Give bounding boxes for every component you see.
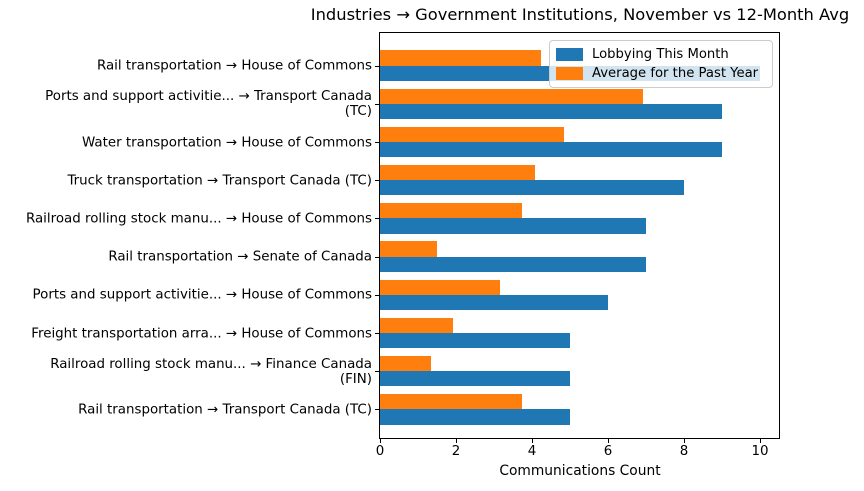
y-tick-label: Railroad rolling stock manu... → House o… [25,211,372,227]
y-tick-mark [375,256,379,258]
bars-area [380,33,779,438]
bar-lobbying-this-month [380,409,570,425]
y-tick-mark [375,65,379,67]
legend-entry-past-year: Average for the Past Year [556,64,766,83]
bar-average-past-year [380,88,643,104]
bar-lobbying-this-month [380,333,570,349]
bar-lobbying-this-month [380,218,646,234]
x-tick-label: 8 [679,444,689,459]
bar-average-past-year [380,279,501,295]
x-tick-mark [455,439,457,443]
bar-lobbying-this-month [380,371,570,387]
y-tick-label: Ports and support activitie... → Transpo… [45,89,372,120]
y-tick-label: Truck transportation → Transport Canada … [67,173,372,189]
y-tick-mark [375,333,379,334]
y-tick-label: Rail transportation → House of Commons [96,58,372,74]
bar-lobbying-this-month [380,256,646,272]
x-tick-label: 6 [603,444,613,459]
x-axis-label: Communications Count [499,463,661,479]
x-tick-mark [531,439,533,443]
x-tick-label: 2 [451,444,461,459]
legend-swatch-this-month-icon [556,48,583,61]
legend-entry-this-month: Lobbying This Month [556,45,766,64]
bar-lobbying-this-month [380,103,722,120]
bar-lobbying-this-month [380,180,684,196]
y-tick-label: Water transportation → House of Commons [82,135,372,150]
legend-swatch-past-year-icon [556,67,583,80]
y-tick-label: Rail transportation → Transport Canada (… [78,402,372,418]
bar-average-past-year [380,50,542,66]
y-tick-mark [375,180,379,182]
bar-average-past-year [380,317,453,333]
bar-average-past-year [380,203,523,219]
y-tick-mark [375,142,379,143]
x-tick-label: 10 [751,444,769,459]
plot-area: Lobbying This Month Average for the Past… [379,32,780,439]
x-tick-label: 4 [527,444,537,459]
y-tick-label: Ports and support activitie... → House o… [32,287,372,303]
x-tick-label: 0 [375,444,385,459]
y-tick-label: Rail transportation → Senate of Canada [108,249,372,265]
x-tick-mark [759,439,761,443]
y-tick-mark [375,218,379,220]
legend-label-past-year: Average for the Past Year [592,66,759,81]
y-tick-mark [375,371,379,373]
bar-average-past-year [380,164,536,181]
bar-average-past-year [380,241,437,257]
y-tick-label: Freight transportation arra... → House o… [31,326,372,341]
legend-label-this-month: Lobbying This Month [592,47,729,62]
y-tick-mark [375,294,379,296]
y-axis-labels: Rail transportation → House of Commons Po… [0,0,372,491]
y-tick-label: Railroad rolling stock manu... → Finance… [50,356,372,387]
y-tick-mark [375,103,379,105]
y-tick-mark [375,409,379,411]
chart-title: Industries → Government Institutions, No… [310,5,850,24]
x-tick-mark [379,439,381,443]
bar-average-past-year [380,355,431,372]
bar-average-past-year [380,126,564,142]
bar-lobbying-this-month [380,142,722,158]
bar-lobbying-this-month [380,294,608,311]
legend: Lobbying This Month Average for the Past… [549,40,773,88]
x-tick-mark [607,439,609,443]
x-tick-mark [683,439,685,443]
bar-average-past-year [380,394,523,410]
